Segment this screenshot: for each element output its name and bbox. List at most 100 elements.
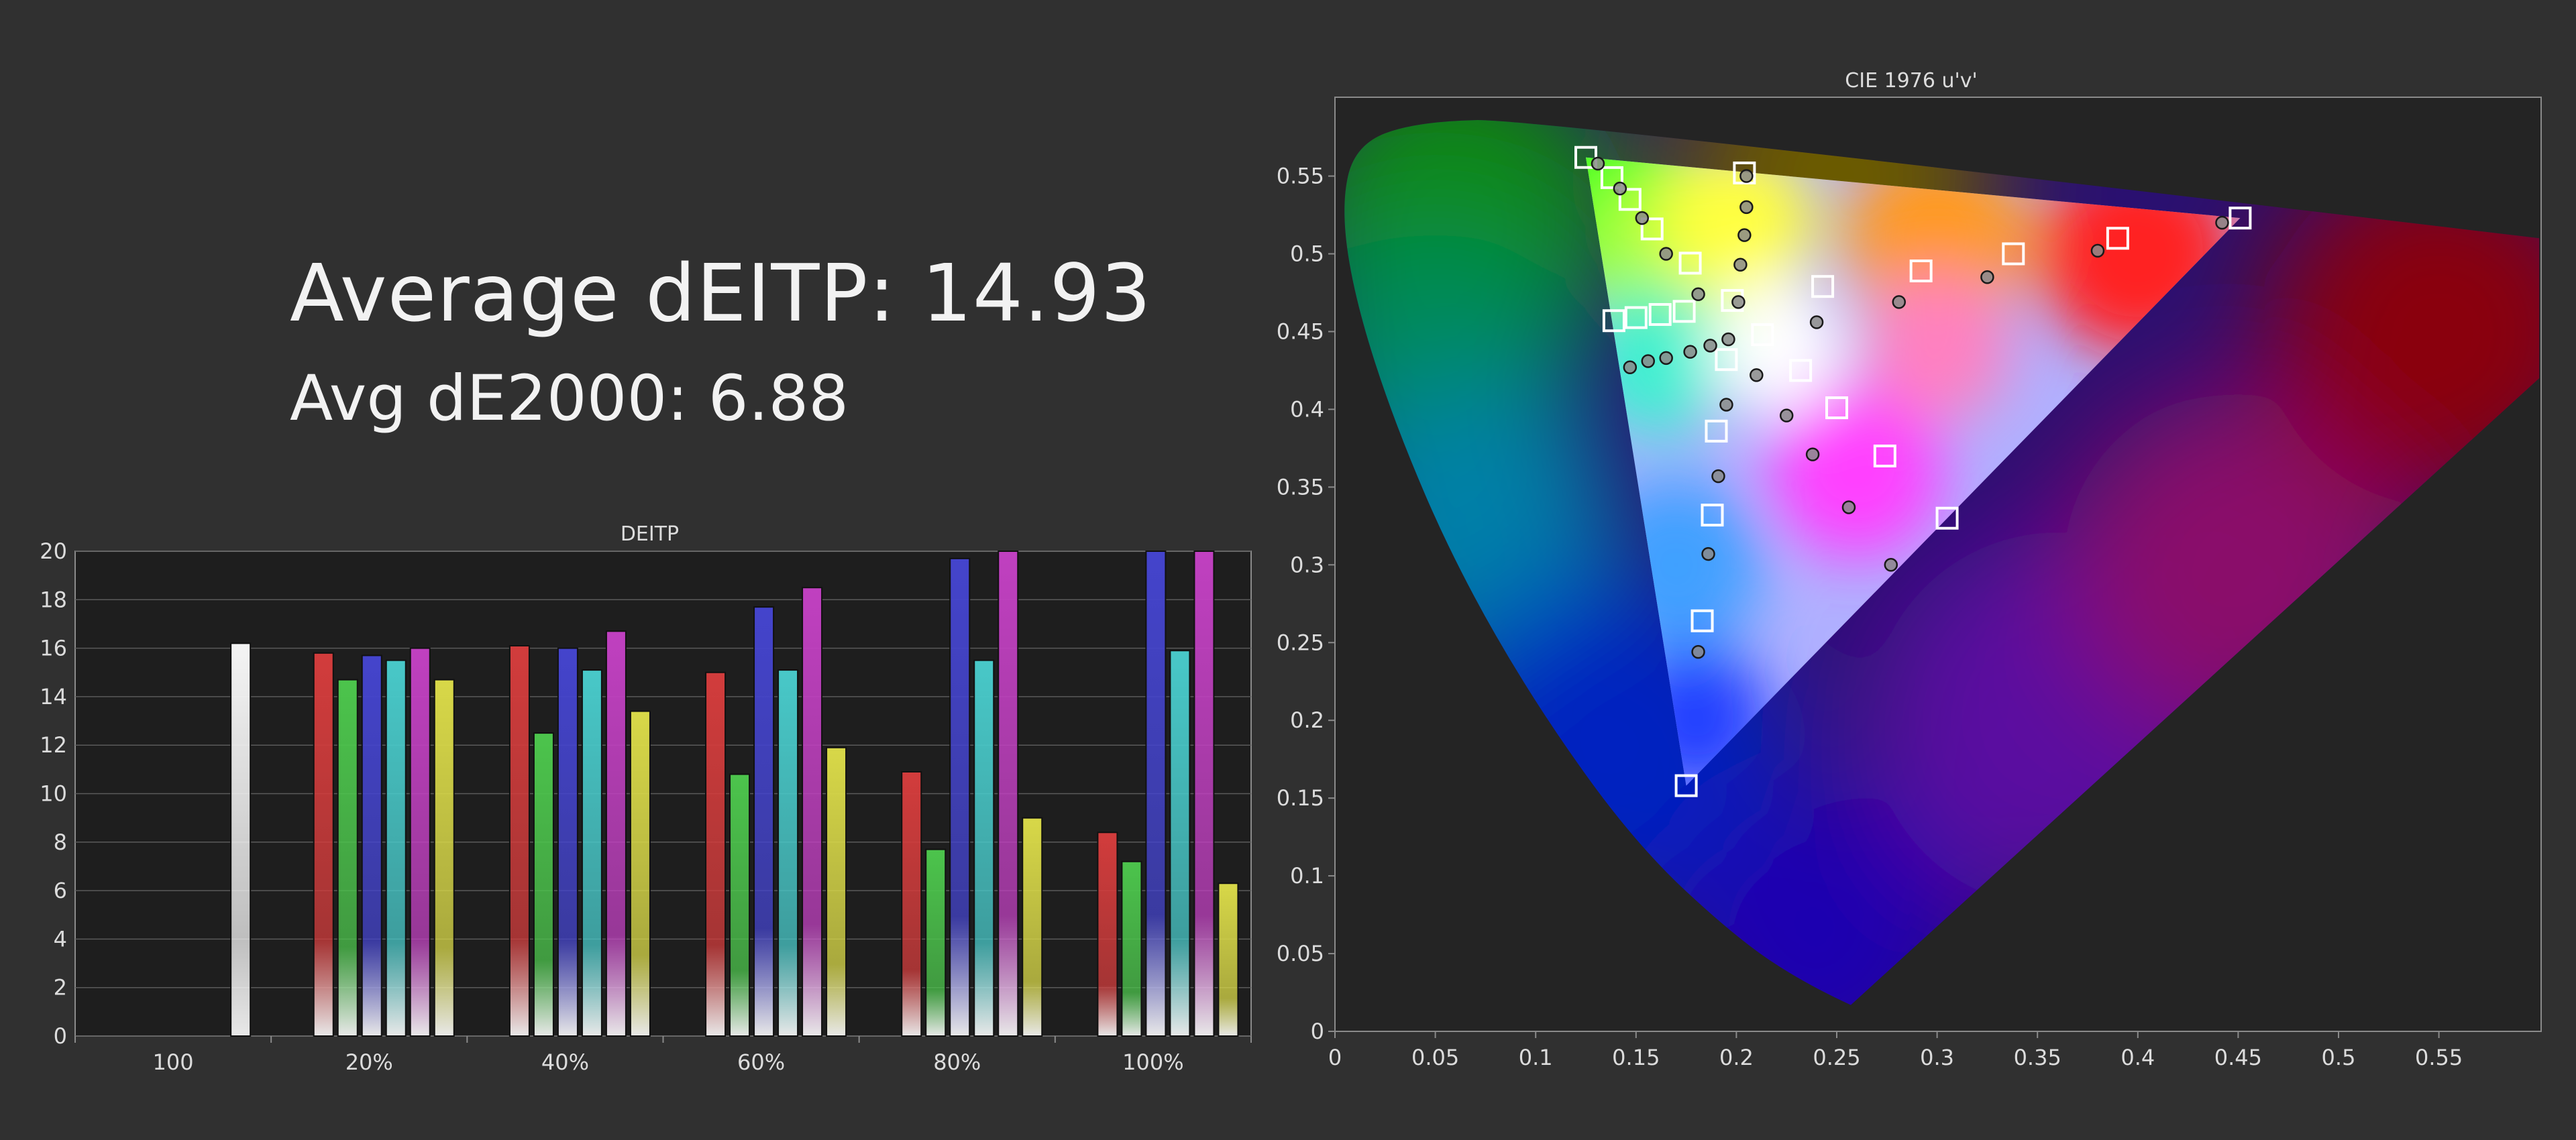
measured-point (1711, 469, 1725, 483)
cie-x-tick-label: 0 (1328, 1045, 1342, 1070)
measured-point (1641, 354, 1656, 368)
bar-y-tick-label: 0 (54, 1023, 67, 1049)
bar-100%-cyan (1169, 650, 1191, 1037)
bar-60%-cyan (777, 669, 799, 1037)
cie-x-tick-label: 0.25 (1813, 1045, 1860, 1070)
bar-80%-red (901, 771, 922, 1037)
measured-point (1721, 332, 1735, 347)
bar-20%-red (313, 652, 334, 1037)
bar-x-tick-label: 60% (737, 1049, 785, 1075)
cie-x-tick-label: 0.1 (1519, 1045, 1553, 1070)
bar-y-tick-label: 12 (40, 732, 67, 758)
target-square (2106, 227, 2129, 250)
bar-x-tick-label: 20% (345, 1049, 393, 1075)
cie-y-tick-label: 0.3 (1290, 552, 1324, 577)
bar-100%-magenta (1193, 551, 1215, 1037)
measured-point (1691, 644, 1705, 659)
bar-100-white (230, 642, 252, 1037)
measured-point (1884, 558, 1898, 572)
cie-y-tick-label: 0.15 (1277, 785, 1324, 811)
target-square (1640, 217, 1664, 241)
cie-y-tick-label: 0.05 (1277, 941, 1324, 966)
measured-point (1733, 258, 1748, 272)
bar-y-tick-label: 10 (40, 781, 67, 807)
bar-60%-red (705, 671, 727, 1037)
target-square (1733, 161, 1756, 184)
measured-point (1739, 200, 1754, 215)
measured-point (1591, 156, 1605, 171)
target-square (1690, 609, 1714, 632)
target-square (1715, 348, 1738, 372)
target-square (1811, 275, 1835, 298)
measured-point (1841, 500, 1856, 514)
cie-x-tick-label: 0.2 (1719, 1045, 1754, 1070)
bar-100%-red (1097, 832, 1118, 1037)
bar-40%-blue (557, 647, 578, 1037)
bar-60%-blue (753, 606, 775, 1037)
bar-20%-blue (361, 654, 382, 1037)
bar-60%-yellow (826, 746, 847, 1037)
bar-x-tick-label: 80% (933, 1049, 981, 1075)
measured-point (1750, 368, 1764, 382)
target-square (1602, 309, 1625, 333)
measured-point (1659, 247, 1673, 261)
cie-x-tick-label: 0.5 (2322, 1045, 2356, 1070)
target-square (1909, 260, 1933, 283)
bar-y-tick-label: 8 (54, 830, 67, 855)
bar-40%-red (508, 644, 530, 1037)
cie-y-tick-label: 0.2 (1290, 707, 1324, 733)
bar-y-tick-label: 2 (54, 975, 67, 1001)
measured-point (1809, 315, 1824, 329)
bar-80%-yellow (1022, 817, 1043, 1037)
cie-x-tick-label: 0.15 (1612, 1045, 1660, 1070)
target-square (1672, 300, 1696, 323)
cie-y-tick-label: 0.5 (1290, 241, 1324, 267)
measured-point (1739, 169, 1754, 183)
target-square (1935, 506, 1959, 530)
bar-40%-cyan (581, 669, 602, 1037)
cie-x-tick-label: 0.3 (1920, 1045, 1954, 1070)
measured-point (1779, 408, 1794, 422)
target-square (1678, 251, 1702, 275)
cie-y-tick-label: 0.45 (1277, 319, 1324, 344)
bar-chart-title: DEITP (621, 522, 679, 546)
target-square (1873, 444, 1896, 467)
bar-80%-magenta (998, 551, 1019, 1037)
cie-x-tick-label: 0.45 (2214, 1045, 2262, 1070)
cie-x-tick-label: 0.4 (2121, 1045, 2155, 1070)
bar-20%-green (337, 679, 358, 1037)
measured-point (1613, 181, 1627, 196)
target-square (1825, 396, 1848, 420)
cie-x-tick-label: 0.05 (1411, 1045, 1459, 1070)
bar-80%-cyan (973, 659, 995, 1037)
measured-point (1805, 447, 1820, 461)
cie-y-tick-label: 0.4 (1290, 396, 1324, 422)
deitp-bar-chart: DEITP 0 2 4 6 8 10 12 14 16 18 20 100 20% 40% 60% 80% 100… (40, 522, 1252, 1075)
target-square (2229, 207, 2252, 230)
bar-100%-yellow (1218, 882, 1239, 1037)
bar-20%-magenta (409, 647, 431, 1037)
bar-100%-blue (1145, 551, 1167, 1037)
cie-y-tick-label: 0.55 (1277, 164, 1324, 189)
measured-point (1892, 295, 1907, 309)
bar-x-tick-label: 40% (541, 1049, 589, 1075)
bar-80%-blue (949, 557, 971, 1037)
measured-point (1659, 351, 1673, 365)
bar-60%-magenta (802, 587, 823, 1037)
target-square (1789, 359, 1813, 382)
cie-y-tick-label: 0.1 (1290, 863, 1324, 889)
target-square (1648, 302, 1672, 326)
bar-60%-green (729, 773, 751, 1037)
cie-x-tick-label: 0.55 (2415, 1045, 2463, 1070)
target-square (1701, 504, 1724, 527)
measured-point (1701, 547, 1715, 561)
avg-de2000-headline: Avg dE2000: 6.88 (290, 362, 849, 435)
target-square (1705, 419, 1728, 443)
measured-point (2090, 243, 2105, 258)
bar-y-tick-label: 14 (40, 684, 67, 709)
measured-point (1703, 339, 1717, 353)
bar-y-tick-label: 4 (54, 926, 67, 952)
target-square (2002, 242, 2025, 266)
average-deitp-headline: Average dEITP: 14.93 (290, 247, 1152, 339)
